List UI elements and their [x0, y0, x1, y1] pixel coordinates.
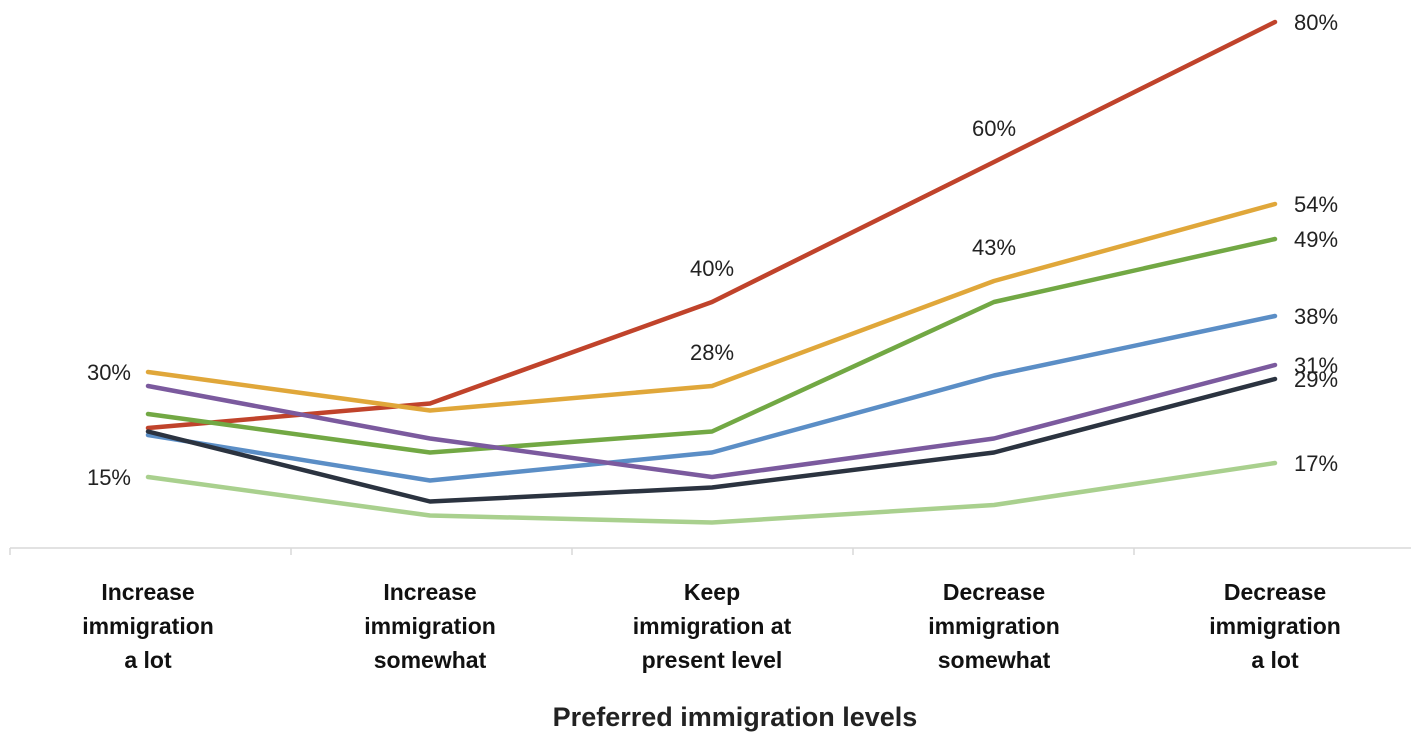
category-label: Decrease immigration somewhat	[928, 579, 1060, 673]
series-line-7	[145, 460, 1278, 525]
data-label: 38%	[1294, 304, 1338, 329]
data-label: 54%	[1294, 192, 1338, 217]
series-line-1	[145, 19, 1278, 431]
data-label: 80%	[1294, 10, 1338, 35]
data-label: 30%	[87, 360, 131, 385]
data-label: 40%	[690, 256, 734, 281]
data-label: 31%	[1294, 353, 1338, 378]
data-label: 29%	[1294, 367, 1338, 392]
x-axis-title: Preferred immigration levels	[553, 702, 918, 732]
data-label: 15%	[87, 465, 131, 490]
data-label: 28%	[690, 340, 734, 365]
data-labels: 40% 60% 80% 30% 28% 43% 54% 49% 38% 31%29% 15% 17%	[87, 10, 1338, 490]
series-line-5	[145, 362, 1278, 480]
series-lines	[145, 19, 1278, 525]
x-axis	[9, 547, 1411, 555]
data-label: 43%	[972, 235, 1016, 260]
category-labels: Increase immigration a lot Increase immigrat…	[82, 579, 1341, 673]
data-label: 60%	[972, 116, 1016, 141]
series-line-3	[145, 236, 1278, 455]
category-label: Decrease immigration a lot	[1209, 579, 1341, 673]
category-label: Increase immigration somewhat	[364, 579, 496, 673]
series-line-4	[145, 313, 1278, 483]
series-line-2	[145, 201, 1278, 413]
category-label: Increase immigration a lot	[82, 579, 214, 673]
data-label: 17%	[1294, 451, 1338, 476]
data-label: 49%	[1294, 227, 1338, 252]
category-label: Keep immigration at present level	[633, 579, 792, 673]
series-line-6	[145, 376, 1278, 504]
